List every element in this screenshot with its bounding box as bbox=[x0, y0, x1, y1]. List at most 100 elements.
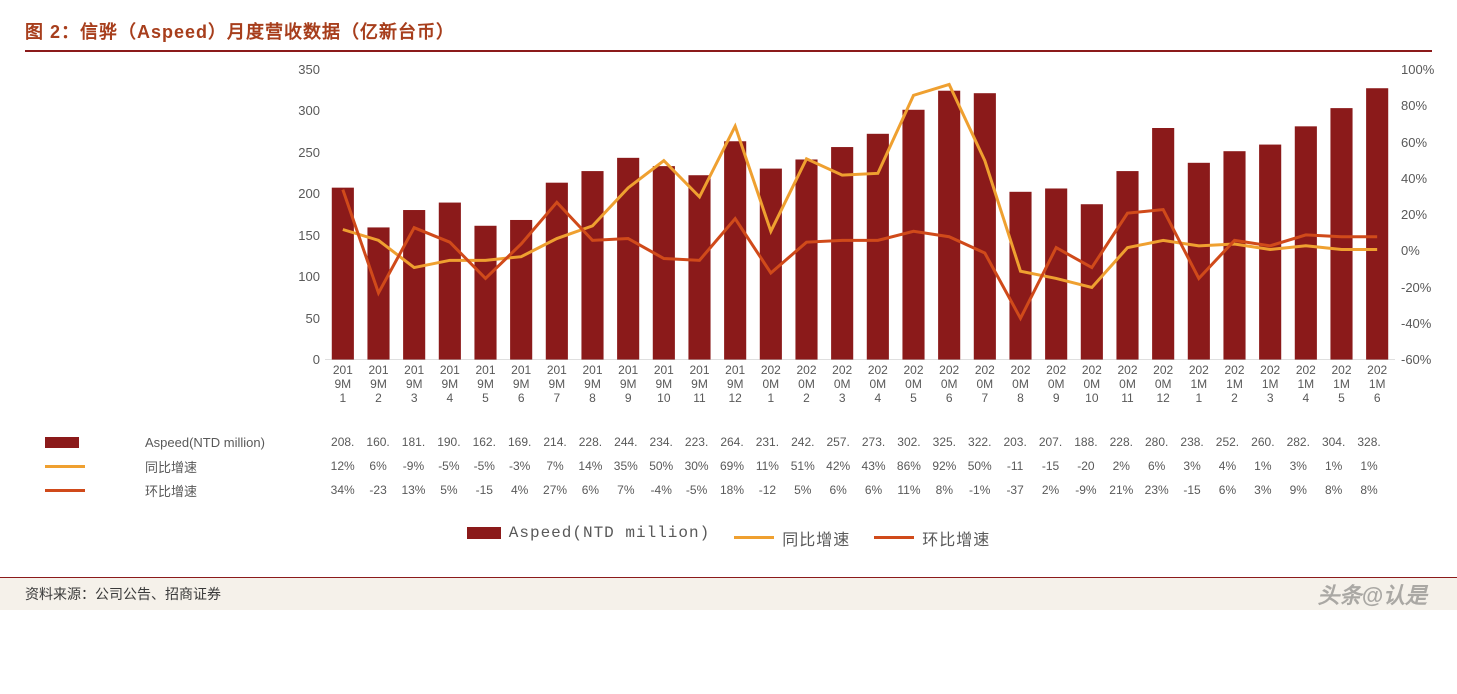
x-tick: 2020M8 bbox=[1006, 364, 1036, 405]
row-cell: -3% bbox=[502, 459, 537, 473]
x-tick: 2021M5 bbox=[1327, 364, 1357, 405]
y-left-tick: 100 bbox=[280, 269, 320, 284]
row-cell: 302. bbox=[891, 435, 926, 449]
source-text: 资料来源：公司公告、招商证券 bbox=[25, 586, 221, 602]
legend-item: 同比增速 bbox=[734, 526, 850, 550]
watermark: 头条@认是 bbox=[1318, 578, 1427, 610]
row-cell: 169. bbox=[502, 435, 537, 449]
row-cell: 2% bbox=[1104, 459, 1139, 473]
row-cell: 273. bbox=[856, 435, 891, 449]
x-tick: 2021M4 bbox=[1291, 364, 1321, 405]
bar bbox=[653, 166, 675, 360]
row-marker bbox=[25, 437, 145, 448]
row-cell: 30% bbox=[679, 459, 714, 473]
row-values: 12%6%-9%-5%-5%-3%7%14%35%50%30%69%11%51%… bbox=[325, 459, 1387, 473]
table-row: Aspeed(NTD million)208.160.181.190.162.1… bbox=[25, 430, 1432, 454]
row-cell: 282. bbox=[1281, 435, 1316, 449]
row-cell: 34% bbox=[325, 483, 360, 497]
x-tick: 2021M6 bbox=[1362, 364, 1392, 405]
table-row: 环比增速34%-2313%5%-154%27%6%7%-4%-5%18%-125… bbox=[25, 478, 1432, 502]
bar bbox=[403, 210, 425, 360]
x-tick: 2019M7 bbox=[542, 364, 572, 405]
plot-area bbox=[325, 70, 1395, 360]
x-tick: 2020M3 bbox=[827, 364, 857, 405]
row-cell: 6% bbox=[1210, 483, 1245, 497]
row-cell: 35% bbox=[608, 459, 643, 473]
x-tick: 2019M4 bbox=[435, 364, 465, 405]
row-cell: 42% bbox=[820, 459, 855, 473]
bar bbox=[510, 220, 532, 360]
x-tick: 2021M3 bbox=[1255, 364, 1285, 405]
row-cell: 252. bbox=[1210, 435, 1245, 449]
row-cell: -1% bbox=[962, 483, 997, 497]
y-right-tick: -20% bbox=[1401, 280, 1451, 295]
row-cell: 5% bbox=[785, 483, 820, 497]
row-cell: 188. bbox=[1068, 435, 1103, 449]
row-values: 34%-2313%5%-154%27%6%7%-4%-5%18%-125%6%6… bbox=[325, 483, 1387, 497]
row-cell: 4% bbox=[1210, 459, 1245, 473]
x-tick: 2021M2 bbox=[1220, 364, 1250, 405]
row-cell: 9% bbox=[1281, 483, 1316, 497]
x-tick: 2020M11 bbox=[1113, 364, 1143, 405]
row-cell: 3% bbox=[1245, 483, 1280, 497]
line-series bbox=[343, 85, 1377, 288]
row-cell: 6% bbox=[1139, 459, 1174, 473]
y-right-tick: 40% bbox=[1401, 171, 1451, 186]
x-tick: 2019M10 bbox=[649, 364, 679, 405]
row-cell: -20 bbox=[1068, 459, 1103, 473]
bar bbox=[1223, 151, 1245, 360]
row-cell: -23 bbox=[360, 483, 395, 497]
row-cell: 238. bbox=[1174, 435, 1209, 449]
x-tick: 2019M6 bbox=[506, 364, 536, 405]
bar bbox=[1152, 128, 1174, 360]
bar bbox=[902, 110, 924, 360]
bar bbox=[724, 141, 746, 360]
row-cell: 11% bbox=[750, 459, 785, 473]
row-cell: 12% bbox=[325, 459, 360, 473]
x-tick: 2020M2 bbox=[792, 364, 822, 405]
row-cell: 207. bbox=[1033, 435, 1068, 449]
table-row: 同比增速12%6%-9%-5%-5%-3%7%14%35%50%30%69%11… bbox=[25, 454, 1432, 478]
row-cell: 231. bbox=[750, 435, 785, 449]
row-cell: -11 bbox=[997, 459, 1032, 473]
row-cell: 1% bbox=[1245, 459, 1280, 473]
row-cell: 27% bbox=[537, 483, 572, 497]
row-cell: 264. bbox=[714, 435, 749, 449]
y-right-tick: 20% bbox=[1401, 207, 1451, 222]
row-cell: 3% bbox=[1281, 459, 1316, 473]
row-cell: 43% bbox=[856, 459, 891, 473]
row-label: 同比增速 bbox=[145, 457, 305, 476]
data-table: Aspeed(NTD million)208.160.181.190.162.1… bbox=[25, 430, 1432, 502]
row-label: Aspeed(NTD million) bbox=[145, 435, 305, 450]
row-cell: 322. bbox=[962, 435, 997, 449]
row-cell: 325. bbox=[927, 435, 962, 449]
x-tick: 2020M10 bbox=[1077, 364, 1107, 405]
row-cell: 6% bbox=[360, 459, 395, 473]
row-cell: 4% bbox=[502, 483, 537, 497]
legend-item: 环比增速 bbox=[874, 526, 990, 550]
bar bbox=[974, 93, 996, 360]
row-cell: 162. bbox=[467, 435, 502, 449]
row-cell: 86% bbox=[891, 459, 926, 473]
row-cell: 3% bbox=[1174, 459, 1209, 473]
row-cell: 69% bbox=[714, 459, 749, 473]
row-cell: 18% bbox=[714, 483, 749, 497]
y-left-tick: 150 bbox=[280, 228, 320, 243]
x-tick: 2021M1 bbox=[1184, 364, 1214, 405]
row-cell: -4% bbox=[644, 483, 679, 497]
y-left-tick: 250 bbox=[280, 145, 320, 160]
row-cell: 14% bbox=[573, 459, 608, 473]
bar bbox=[760, 169, 782, 360]
y-left-tick: 200 bbox=[280, 186, 320, 201]
line-series bbox=[343, 190, 1377, 319]
x-tick: 2019M1 bbox=[328, 364, 358, 405]
y-left-tick: 300 bbox=[280, 103, 320, 118]
y-right-tick: 80% bbox=[1401, 98, 1451, 113]
x-tick: 2019M5 bbox=[471, 364, 501, 405]
x-tick: 2019M2 bbox=[364, 364, 394, 405]
row-cell: -15 bbox=[1033, 459, 1068, 473]
row-cell: 1% bbox=[1351, 459, 1386, 473]
y-right-tick: 60% bbox=[1401, 135, 1451, 150]
x-tick: 2020M4 bbox=[863, 364, 893, 405]
row-cell: 228. bbox=[573, 435, 608, 449]
